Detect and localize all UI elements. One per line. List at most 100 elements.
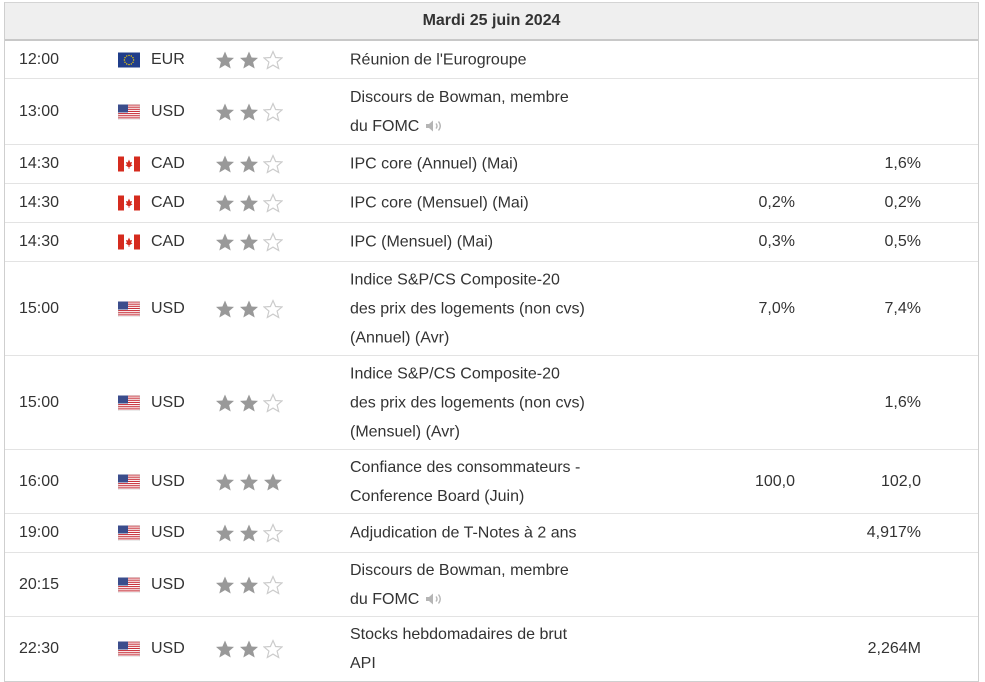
event-currency: USD: [151, 393, 185, 411]
event-name[interactable]: Stocks hebdomadaires de brut API: [350, 620, 640, 678]
importance-stars: [215, 232, 283, 252]
event-currency: USD: [151, 472, 185, 490]
star-icon: [263, 102, 283, 121]
event-row[interactable]: 15:00 USD Indice S&P/CS Composite-20 des pr…: [5, 262, 978, 356]
event-currency: USD: [151, 102, 185, 120]
event-name-line: Indice S&P/CS Composite-20: [350, 271, 560, 288]
star-icon: [239, 472, 259, 491]
star-icon: [263, 193, 283, 213]
date-header: Mardi 25 juin 2024: [5, 2, 978, 41]
event-name[interactable]: Indice S&P/CS Composite-20 des prix des l…: [350, 359, 640, 446]
event-row[interactable]: 13:00 USD Discours de Bowman, membre du FOM…: [5, 79, 978, 145]
event-name-line: Discours de Bowman, membre: [350, 561, 569, 579]
star-icon: [215, 194, 235, 213]
importance-stars: [215, 575, 283, 594]
star-icon: [215, 524, 235, 543]
event-name[interactable]: Réunion de l'Eurogroupe: [350, 45, 640, 74]
event-currency: CAD: [151, 233, 185, 250]
star-icon: [263, 523, 283, 543]
event-previous: 0,2%: [884, 194, 921, 211]
event-time: 22:30: [19, 640, 60, 657]
event-row[interactable]: 14:30 CAD IPC core (Mensuel) (Mai) 0,2% 0,2%: [5, 184, 978, 223]
event-name[interactable]: IPC (Mensuel) (Mai): [350, 228, 640, 257]
event-currency: EUR: [151, 50, 185, 68]
event-name-line: Stocks hebdomadaires de brut: [350, 626, 568, 643]
event-row[interactable]: 15:00 USD Indice S&P/CS Composite-20 des pr…: [5, 356, 978, 450]
event-name-line: du FOMC: [350, 117, 420, 135]
event-actual: 0,3%: [758, 233, 795, 250]
economic-calendar: Mardi 25 juin 2024 12:00 EUR Réunion de l'…: [4, 2, 979, 682]
star-icon: [263, 472, 283, 491]
us-flag-icon: [117, 641, 141, 657]
event-name[interactable]: Discours de Bowman, membre du FOMC: [350, 83, 640, 141]
event-previous: 4,917%: [866, 524, 921, 541]
event-name-line: Adjudication de T-Notes à 2 ans: [350, 524, 577, 542]
importance-stars: [215, 50, 283, 69]
us-flag-icon: [117, 525, 141, 541]
importance-stars: [215, 393, 283, 412]
event-name-line: IPC core (Annuel) (Mai): [350, 155, 519, 173]
star-icon: [215, 102, 235, 121]
us-flag-icon: [117, 394, 141, 411]
ca-flag-icon: [118, 195, 140, 211]
event-row[interactable]: 12:00 EUR Réunion de l'Eurogroupe: [5, 41, 978, 79]
star-icon: [239, 155, 259, 174]
event-previous: 2,264M: [867, 640, 921, 657]
speaker-icon: [419, 591, 445, 608]
event-name[interactable]: Indice S&P/CS Composite-20 des prix des l…: [350, 265, 640, 352]
event-currency: USD: [151, 299, 185, 317]
event-name-line: Confiance des consommateurs -: [350, 458, 581, 476]
event-time: 14:30: [19, 233, 60, 250]
eu-flag-icon: [118, 52, 140, 67]
star-icon: [263, 639, 283, 659]
event-name-line: (Annuel) (Avr): [350, 329, 450, 346]
event-previous: 1,6%: [884, 155, 921, 172]
event-actual: 100,0: [754, 472, 795, 490]
star-icon: [239, 299, 259, 318]
event-name[interactable]: IPC core (Mensuel) (Mai): [350, 189, 640, 218]
star-icon: [215, 640, 235, 659]
star-icon: [263, 299, 283, 318]
star-icon: [215, 233, 235, 252]
event-name-line: API: [350, 655, 376, 672]
event-name-line: Conference Board (Juin): [350, 487, 525, 505]
importance-stars: [215, 154, 283, 174]
event-currency: CAD: [151, 194, 185, 211]
event-name[interactable]: Adjudication de T-Notes à 2 ans: [350, 519, 640, 548]
event-time: 15:00: [19, 299, 60, 317]
event-row[interactable]: 22:30 USD Stocks hebdomadaires de brut API 2…: [5, 617, 978, 682]
event-name-line: des prix des logements (non cvs): [350, 300, 585, 317]
event-name[interactable]: IPC core (Annuel) (Mai): [350, 150, 640, 179]
star-icon: [263, 575, 283, 594]
event-name-line: Réunion de l'Eurogroupe: [350, 51, 527, 68]
event-row[interactable]: 19:00 USD Adjudication de T-Notes à 2 ans 4…: [5, 514, 978, 553]
us-flag-icon: [117, 103, 141, 120]
ca-flag-icon: [118, 156, 140, 172]
star-icon: [215, 155, 235, 174]
event-row[interactable]: 14:30 CAD IPC (Mensuel) (Mai) 0,3% 0,5%: [5, 223, 978, 262]
event-name[interactable]: Confiance des consommateurs - Conference …: [350, 453, 640, 511]
event-time: 14:30: [19, 194, 60, 211]
star-icon: [215, 299, 235, 318]
us-flag-icon: [117, 300, 141, 317]
star-icon: [215, 50, 235, 69]
star-icon: [215, 575, 235, 594]
us-flag-icon: [117, 473, 141, 490]
star-icon: [215, 393, 235, 412]
event-time: 13:00: [19, 102, 60, 120]
event-name[interactable]: Discours de Bowman, membre du FOMC: [350, 556, 640, 614]
event-row[interactable]: 20:15 USD Discours de Bowman, membre du FOM…: [5, 553, 978, 617]
event-currency: USD: [151, 524, 185, 541]
event-previous: 7,4%: [884, 299, 921, 317]
events-table: 12:00 EUR Réunion de l'Eurogroupe 13:00 USD D…: [5, 41, 978, 682]
importance-stars: [215, 472, 283, 491]
event-actual: 0,2%: [758, 194, 795, 211]
event-name-line: IPC core (Mensuel) (Mai): [350, 194, 529, 212]
star-icon: [239, 640, 259, 659]
event-previous: 1,6%: [884, 393, 921, 411]
event-row[interactable]: 14:30 CAD IPC core (Annuel) (Mai) 1,6%: [5, 145, 978, 184]
star-icon: [263, 393, 283, 412]
event-row[interactable]: 16:00 USD Confiance des consommateurs - Con…: [5, 450, 978, 514]
star-icon: [263, 50, 283, 69]
star-icon: [239, 102, 259, 121]
